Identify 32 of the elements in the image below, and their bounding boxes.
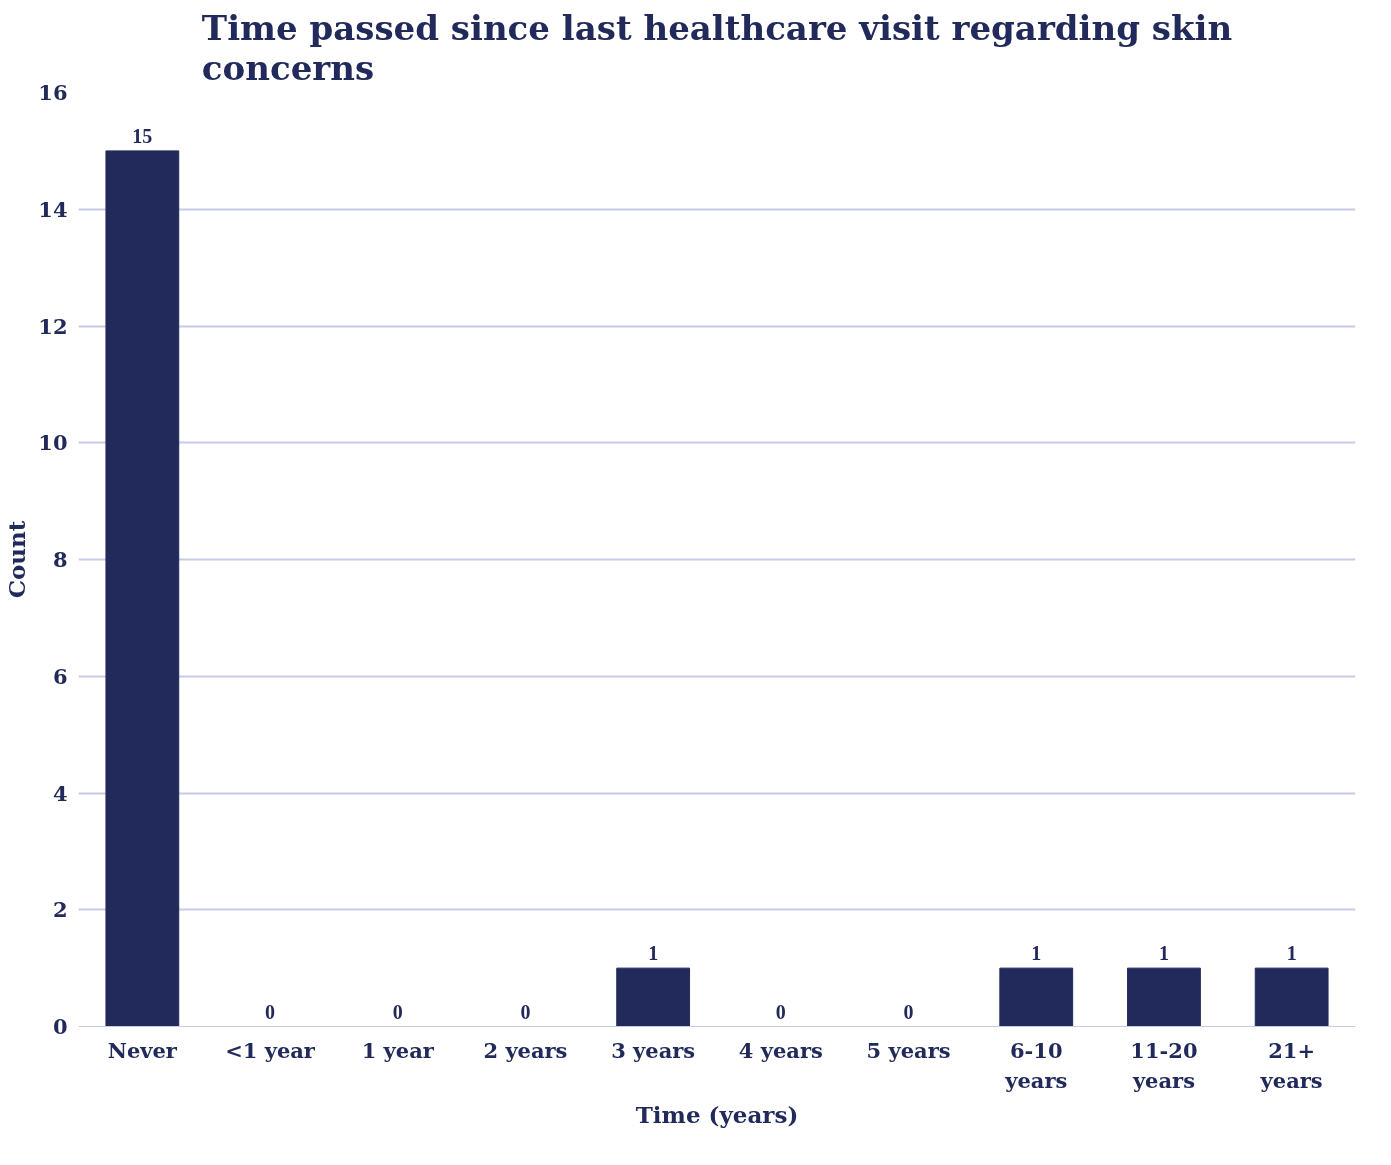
x-tick-label: 1 year xyxy=(361,1037,435,1063)
data-label: 1 xyxy=(1158,942,1169,965)
y-tick-label: 14 xyxy=(38,196,68,222)
y-tick-label: 16 xyxy=(38,80,68,105)
data-label: 0 xyxy=(775,1000,786,1023)
y-tick-label: 12 xyxy=(38,313,68,339)
data-label: 1 xyxy=(1286,942,1297,965)
x-tick-label: 4 years xyxy=(738,1037,823,1063)
x-axis-title: Time (years) xyxy=(635,1100,799,1128)
data-label: 1 xyxy=(648,942,659,965)
y-tick-label: 8 xyxy=(52,547,68,572)
chart-title: Time passed since last healthcare visit regarding skin concerns xyxy=(201,7,1233,88)
x-tick-label: 21+ years xyxy=(1259,1037,1323,1093)
y-tick-label: 10 xyxy=(38,430,68,456)
x-tick-label: 6-10 years xyxy=(1004,1037,1068,1093)
x-tick-label: 11-20 years xyxy=(1130,1037,1198,1093)
x-tick-label: Never xyxy=(107,1037,178,1063)
x-tick-label: <1 year xyxy=(225,1037,316,1063)
data-label: 15 xyxy=(132,124,153,147)
y-tick-label: 0 xyxy=(52,1014,68,1039)
data-label: 0 xyxy=(392,1000,403,1023)
x-tick-label: 5 years xyxy=(866,1037,951,1063)
x-tick-label: 2 years xyxy=(483,1037,568,1063)
data-label: 0 xyxy=(265,1000,276,1023)
y-tick-label: 2 xyxy=(52,897,68,923)
y-axis-title: Count xyxy=(3,520,31,599)
y-tick-label: 6 xyxy=(52,663,68,689)
data-label: 0 xyxy=(520,1000,531,1023)
x-tick-label: 3 years xyxy=(611,1037,696,1063)
data-label: 0 xyxy=(903,1000,914,1023)
y-tick-label: 4 xyxy=(52,780,68,806)
data-label: 1 xyxy=(1031,942,1042,965)
